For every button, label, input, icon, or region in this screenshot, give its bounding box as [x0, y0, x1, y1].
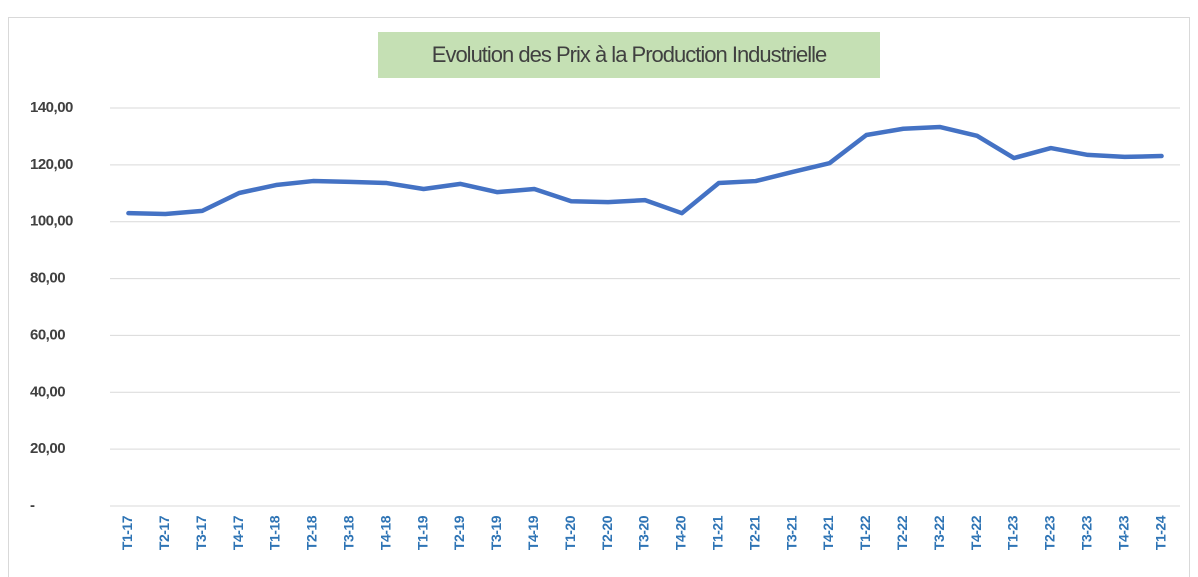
x-tick-label: T2-18: [304, 515, 320, 550]
x-tick-label: T1-24: [1152, 515, 1168, 550]
x-tick-label: T3-23: [1078, 515, 1094, 550]
chart-border: [8, 17, 1190, 577]
x-tick-label: T1-23: [1005, 515, 1021, 550]
x-tick-label: T4-17: [230, 515, 246, 550]
x-tick-label: T1-20: [562, 515, 578, 550]
x-tick-label: T3-21: [783, 515, 799, 550]
x-tick-label: T1-18: [267, 515, 283, 550]
title-box: [378, 32, 880, 78]
y-tick-label: 120,00: [30, 156, 73, 173]
x-tick-label: T2-22: [894, 515, 910, 550]
chart-title: Evolution des Prix à la Production Indus…: [432, 42, 827, 67]
x-tick-label: T4-18: [377, 515, 393, 550]
y-tick-label: 80,00: [30, 270, 65, 287]
x-tick-label: T1-21: [709, 515, 725, 550]
x-tick-label: T4-22: [968, 515, 984, 550]
x-tick-label: T3-19: [488, 515, 504, 550]
y-tick-label: -: [30, 497, 35, 514]
x-tick-label: T3-20: [636, 515, 652, 550]
x-tick-label: T4-20: [673, 515, 689, 550]
x-tick-label: T2-21: [746, 515, 762, 550]
y-tick-label: 60,00: [30, 326, 65, 343]
x-tick-label: T3-17: [193, 515, 209, 550]
x-tick-label: T2-19: [451, 515, 467, 550]
x-tick-label: T2-17: [156, 515, 172, 550]
x-tick-label: T3-22: [931, 515, 947, 550]
x-tick-label: T2-23: [1042, 515, 1058, 550]
x-tick-label: T1-17: [119, 515, 135, 550]
x-tick-label: T4-19: [525, 515, 541, 550]
x-tick-label: T3-18: [341, 515, 357, 550]
x-tick-label: T2-20: [599, 515, 615, 550]
x-tick-label: T1-19: [414, 515, 430, 550]
y-tick-label: 100,00: [30, 213, 73, 230]
y-tick-label: 20,00: [30, 440, 65, 457]
x-tick-label: T4-21: [820, 515, 836, 550]
line: [126, 124, 1164, 217]
x-tick-label: T1-22: [857, 515, 873, 550]
x-tick-label: T4-23: [1115, 515, 1131, 550]
y-tick-label: 140,00: [30, 99, 73, 116]
y-tick-label: 40,00: [30, 383, 65, 400]
